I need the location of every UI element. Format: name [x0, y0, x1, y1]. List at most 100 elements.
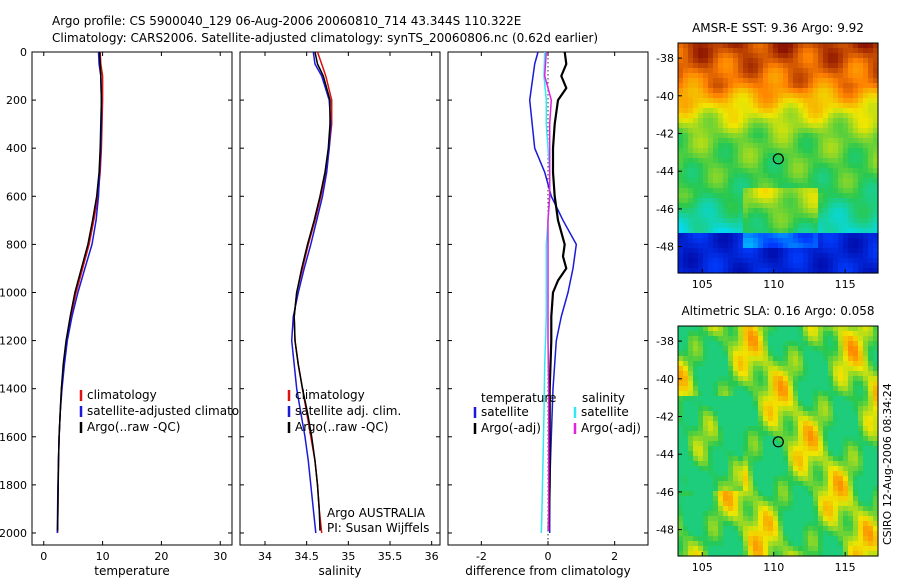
heatmap-cell — [823, 441, 829, 447]
heatmap-cell — [778, 466, 784, 472]
heatmap-cell — [693, 326, 699, 332]
heatmap-cell — [733, 163, 739, 169]
heatmap-cell — [688, 421, 694, 427]
heatmap-cell — [848, 531, 854, 537]
heatmap-cell — [698, 521, 704, 527]
heatmap-cell — [853, 426, 859, 432]
heatmap-cell — [688, 163, 694, 169]
heatmap-cell — [838, 213, 844, 219]
heatmap-cell — [843, 138, 849, 144]
heatmap-cell — [793, 386, 799, 392]
heatmap-cell — [728, 461, 734, 467]
heatmap-cell — [773, 526, 779, 532]
heatmap-cell — [778, 193, 784, 199]
heatmap-cell — [698, 253, 704, 259]
heatmap-cell — [823, 486, 829, 492]
heatmap-cell — [858, 421, 864, 427]
heatmap-cell — [803, 188, 809, 194]
heatmap-cell — [818, 446, 824, 452]
heatmap-cell — [833, 63, 839, 69]
heatmap-cell — [723, 58, 729, 64]
heatmap-cell — [728, 481, 734, 487]
heatmap-cell — [753, 336, 759, 342]
heatmap-cell — [783, 356, 789, 362]
heatmap-cell — [798, 416, 804, 422]
heatmap-cell — [753, 551, 759, 557]
heatmap-cell — [688, 356, 694, 362]
heatmap-cell — [768, 331, 774, 337]
heatmap-cell — [773, 331, 779, 337]
heatmap-cell — [713, 228, 719, 234]
heatmap-cell — [688, 441, 694, 447]
heatmap-cell — [823, 133, 829, 139]
heatmap-cell — [868, 93, 874, 99]
heatmap-cell — [688, 173, 694, 179]
heatmap-cell — [728, 361, 734, 367]
heatmap-cell — [793, 238, 799, 244]
heatmap-cell — [703, 203, 709, 209]
heatmap-cell — [683, 43, 689, 49]
heatmap-cell — [683, 83, 689, 89]
heatmap-cell — [693, 351, 699, 357]
heatmap-cell — [863, 113, 869, 119]
heatmap-cell — [738, 263, 744, 269]
heatmap-cell — [768, 341, 774, 347]
heatmap-cell — [693, 526, 699, 532]
heatmap-cell — [783, 366, 789, 372]
heatmap-cell — [783, 371, 789, 377]
heatmap-cell — [738, 183, 744, 189]
heatmap-cell — [808, 73, 814, 79]
heatmap-cell — [843, 401, 849, 407]
heatmap-cell — [828, 546, 834, 552]
heatmap-cell — [723, 213, 729, 219]
heatmap-cell — [793, 223, 799, 229]
heatmap-cell — [748, 416, 754, 422]
heatmap-cell — [838, 506, 844, 512]
heatmap-cell — [868, 416, 874, 422]
heatmap-cell — [733, 93, 739, 99]
heatmap-cell — [853, 431, 859, 437]
heatmap-cell — [733, 546, 739, 552]
heatmap-cell — [758, 501, 764, 507]
heatmap-cell — [743, 108, 749, 114]
heatmap-cell — [828, 83, 834, 89]
heatmap-cell — [783, 223, 789, 229]
heatmap-cell — [733, 441, 739, 447]
heatmap-cell — [783, 258, 789, 264]
heatmap-cell — [788, 88, 794, 94]
heatmap-cell — [753, 536, 759, 542]
heatmap-cell — [773, 551, 779, 557]
heatmap-cell — [818, 546, 824, 552]
heatmap-cell — [833, 98, 839, 104]
heatmap-cell — [828, 361, 834, 367]
heatmap-cell — [793, 213, 799, 219]
heatmap-cell — [693, 153, 699, 159]
heatmap-cell — [768, 531, 774, 537]
legend-label: satellite — [581, 405, 629, 419]
heatmap-cell — [848, 258, 854, 264]
heatmap-cell — [828, 153, 834, 159]
heatmap-cell — [753, 511, 759, 517]
heatmap-cell — [868, 326, 874, 332]
heatmap-cell — [843, 326, 849, 332]
heatmap-cell — [728, 248, 734, 254]
heatmap-cell — [838, 421, 844, 427]
heatmap-cell — [793, 551, 799, 557]
heatmap-cell — [733, 326, 739, 332]
heatmap-cell — [753, 243, 759, 249]
heatmap-cell — [708, 223, 714, 229]
heatmap-cell — [723, 526, 729, 532]
heatmap-cell — [788, 48, 794, 54]
heatmap-cell — [783, 456, 789, 462]
heatmap-cell — [713, 401, 719, 407]
heatmap-cell — [763, 406, 769, 412]
heatmap-cell — [803, 218, 809, 224]
heatmap-cell — [793, 471, 799, 477]
heatmap-cell — [708, 178, 714, 184]
heatmap-cell — [723, 336, 729, 342]
heatmap-cell — [768, 501, 774, 507]
heatmap-cell — [828, 158, 834, 164]
heatmap-cell — [758, 381, 764, 387]
heatmap-cell — [848, 351, 854, 357]
heatmap-cell — [803, 123, 809, 129]
